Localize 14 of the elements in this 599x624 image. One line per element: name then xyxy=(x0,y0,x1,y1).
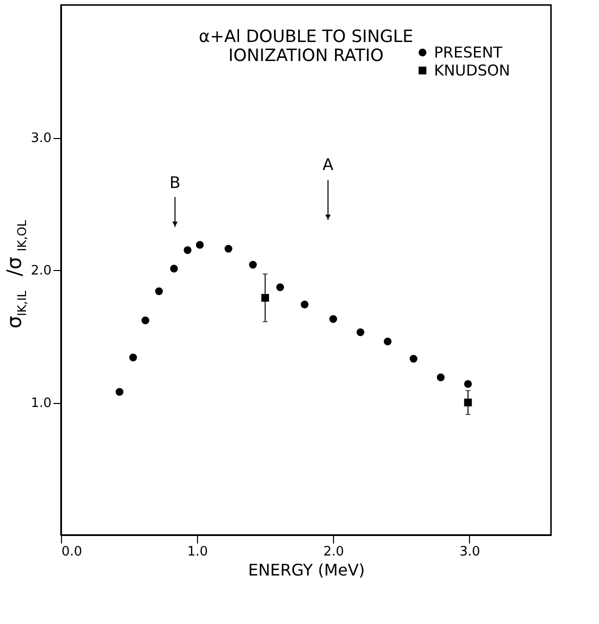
text: σIK,IL/σIK,OL xyxy=(2,220,29,329)
annotation: B xyxy=(170,173,180,192)
annotation: A xyxy=(322,155,334,174)
legend-label: KNUDSON xyxy=(434,62,510,80)
y-tick-label: 1.0 xyxy=(30,396,52,411)
x-tick-label: 3.0 xyxy=(459,544,480,560)
y-tick-label: 3.0 xyxy=(30,131,52,146)
legend-label: PRESENT xyxy=(434,44,504,62)
x-tick-label: 1.0 xyxy=(187,544,208,560)
y-tick-label: 2.0 xyxy=(30,264,52,278)
x-axis-title: ENERGY (MeV) xyxy=(248,560,365,580)
x-tick-label: 0.0 xyxy=(62,544,82,560)
x-tick-label: 2.0 xyxy=(323,544,344,560)
text: α+Al DOUBLE TO SINGLE IONIZATION RATIO xyxy=(198,27,414,66)
